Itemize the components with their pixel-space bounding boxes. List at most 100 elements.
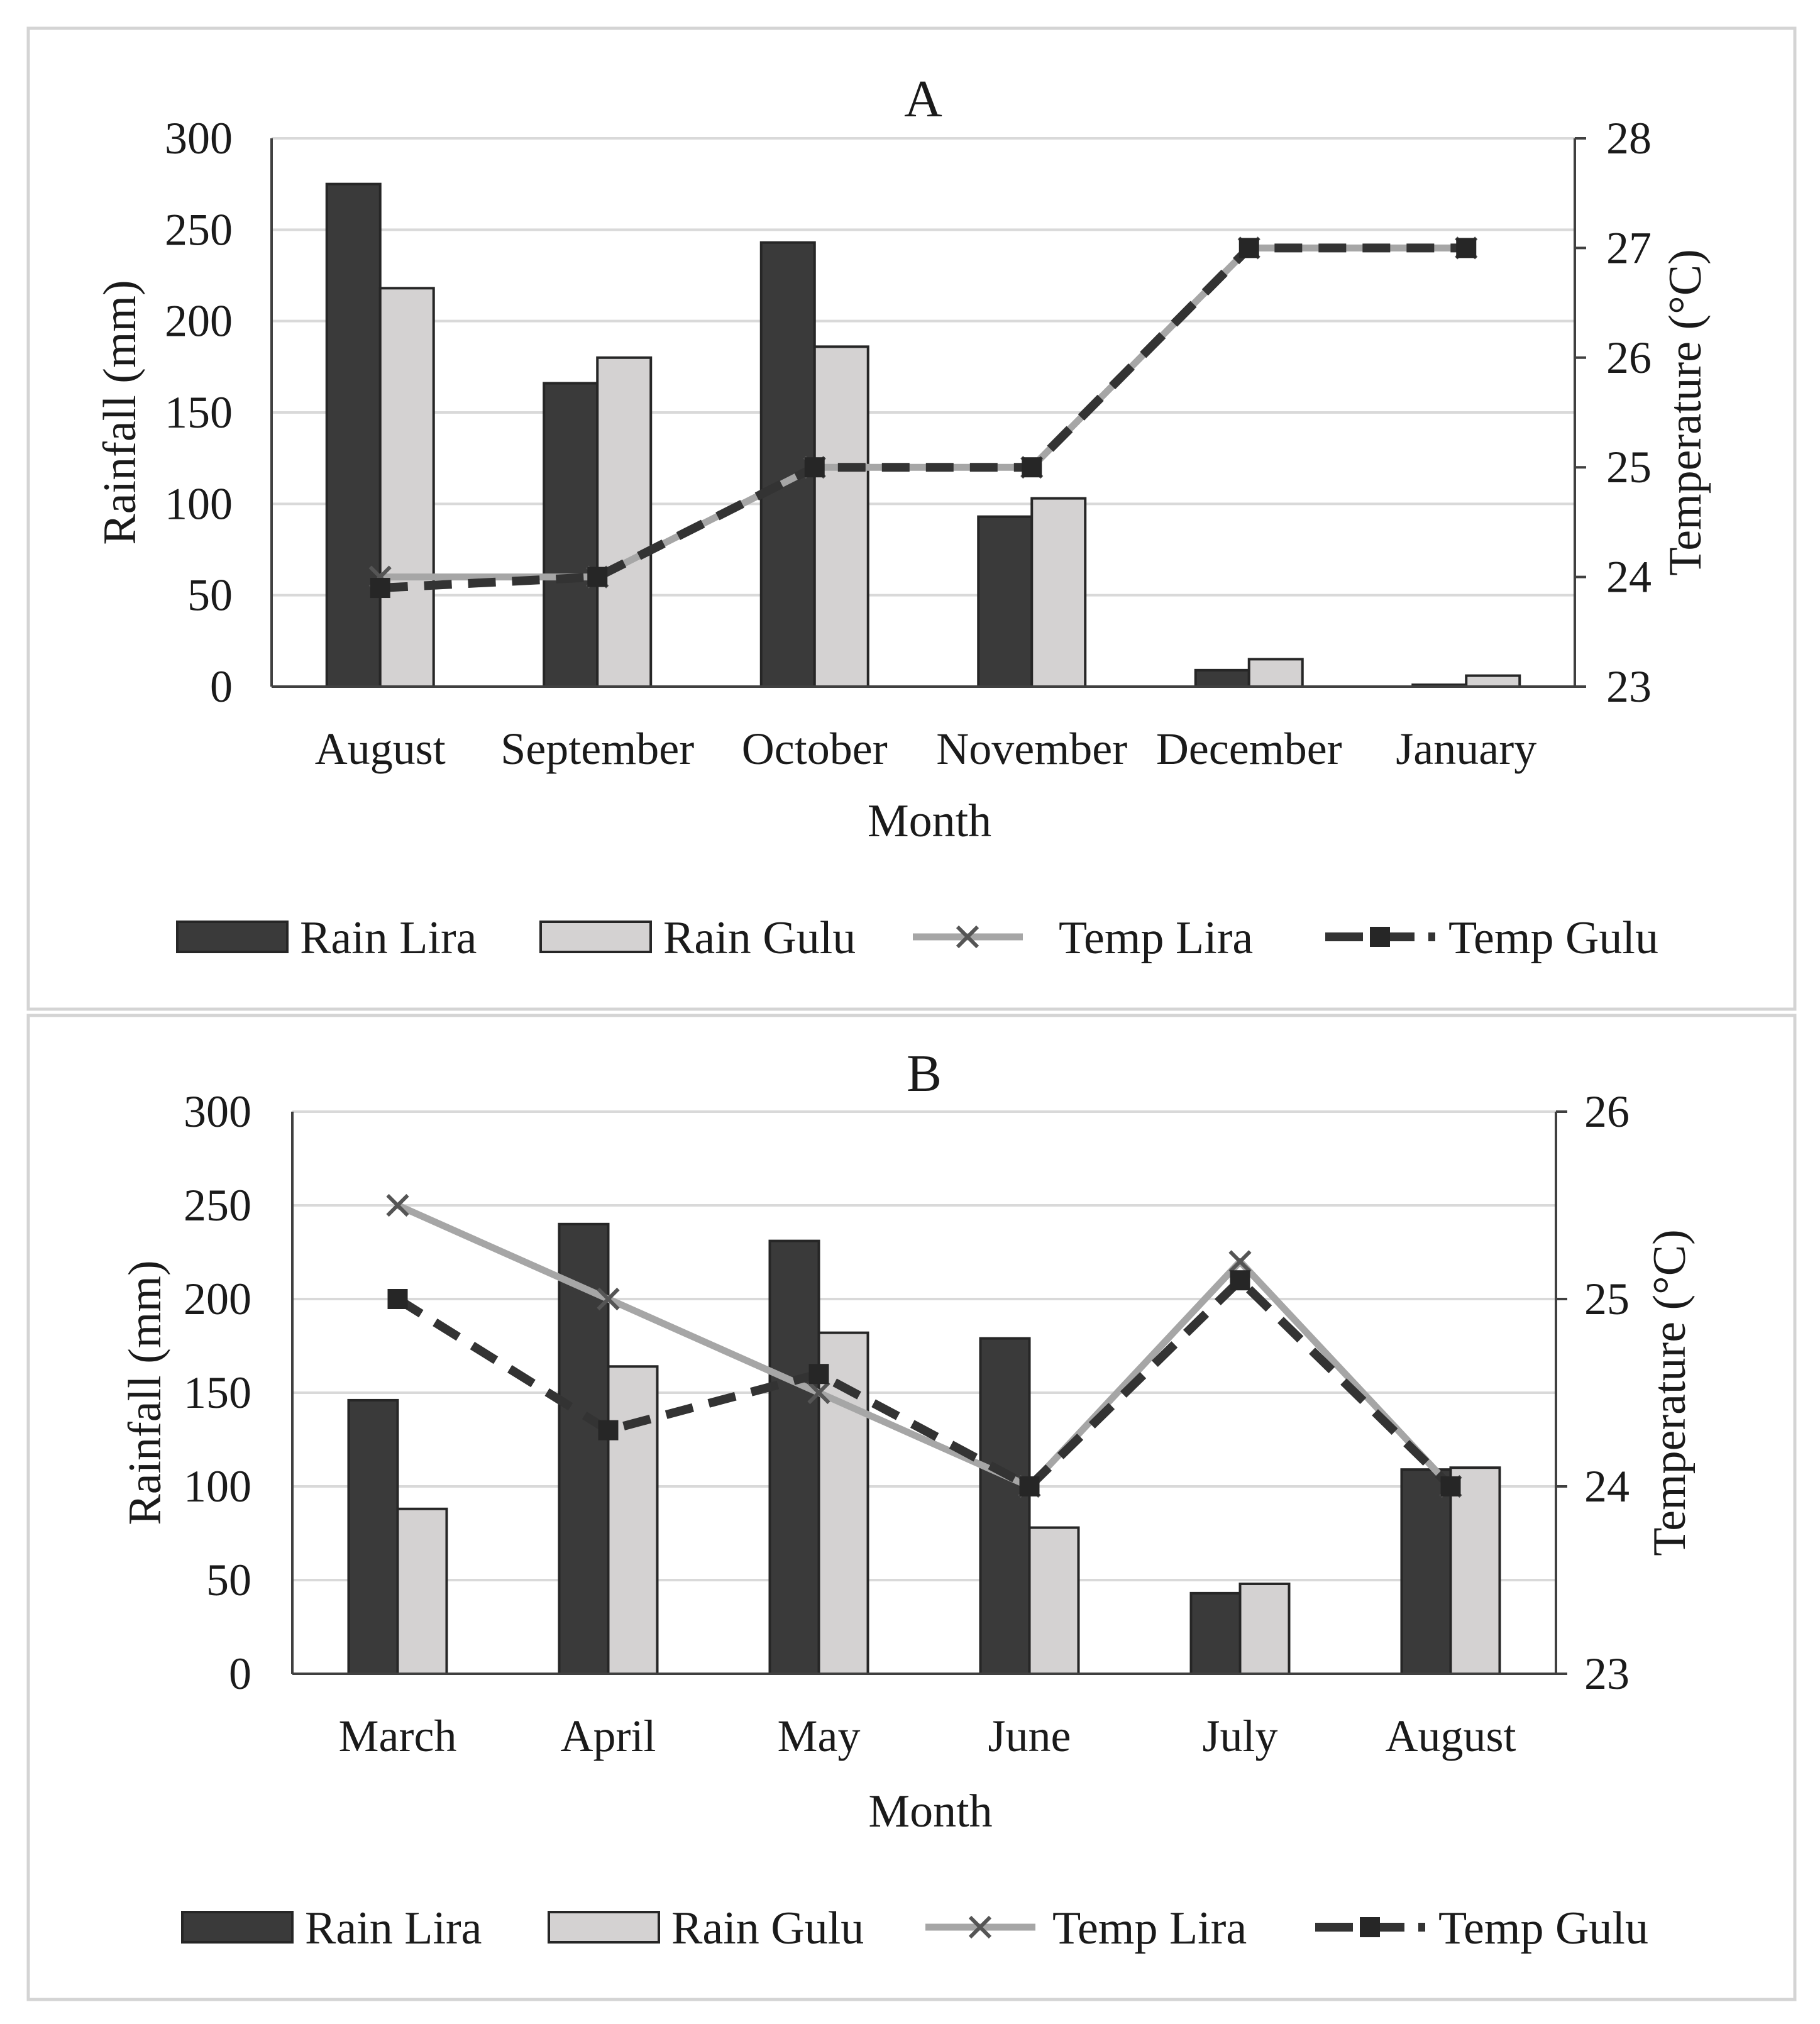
y2-tick-label: 27 (1606, 223, 1652, 273)
x-tick-label: March (339, 1711, 457, 1761)
bar-rain-gulu (1449, 1466, 1501, 1675)
legend-marker-square (1360, 1917, 1380, 1937)
y-tick-label: 0 (229, 1649, 251, 1699)
marker-square-temp-gulu (804, 457, 825, 478)
legend-label-rain-gulu: Rain Gulu (663, 912, 856, 964)
legend-swatch-rain-lira (181, 1911, 294, 1944)
marker-x-temp-lira (1228, 1250, 1252, 1273)
x-tick-label: January (1396, 724, 1536, 774)
y2-axis-title: Temperature (°C) (1644, 1229, 1696, 1556)
line-temp-gulu (395, 1276, 1454, 1491)
marker-square-temp-gulu (370, 578, 390, 599)
y-tick-label: 100 (184, 1461, 251, 1512)
y2-axis-title: Temperature (°C) (1660, 249, 1711, 576)
y2-tick-label: 24 (1584, 1461, 1630, 1512)
legend-label-rain-lira: Rain Lira (300, 912, 477, 964)
legend-label-rain-gulu: Rain Gulu (671, 1903, 864, 1954)
x-tick-label: May (778, 1711, 861, 1761)
y2-tick-label: 26 (1606, 333, 1652, 383)
x-tick-label: August (315, 724, 446, 774)
bar-rain-lira (347, 1398, 399, 1675)
x-tick-label: June (988, 1711, 1071, 1761)
marker-square-temp-gulu (1022, 457, 1042, 478)
y2-tick-label: 24 (1606, 552, 1652, 602)
bar-rain-gulu (596, 356, 653, 688)
y-tick-label: 200 (165, 296, 233, 346)
x-axis-title: Month (868, 795, 991, 847)
bar-rain-gulu (1238, 1582, 1291, 1675)
bar-rain-lira (768, 1239, 820, 1675)
legend-label-temp-lira: Temp Lira (1052, 1903, 1247, 1954)
chart-title: B (907, 1044, 942, 1103)
legend-swatch-rain-gulu (548, 1911, 660, 1944)
legend-swatch-rain-gulu (539, 921, 652, 953)
bar-rain-gulu (813, 345, 869, 688)
y-tick-label: 200 (184, 1274, 251, 1324)
y-tick-label: 0 (210, 661, 233, 712)
y2-tick-label: 25 (1584, 1274, 1630, 1324)
x-axis-title: Month (868, 1786, 992, 1837)
marker-square-temp-gulu (1230, 1270, 1250, 1291)
bar-rain-lira (1189, 1591, 1242, 1676)
bar-rain-gulu (1247, 658, 1304, 688)
y2-tick-label: 25 (1606, 442, 1652, 492)
marker-square-temp-gulu (808, 1364, 829, 1385)
marker-square-temp-gulu (1456, 238, 1477, 258)
legend-marker-x (968, 1915, 992, 1939)
x-tick-label: November (936, 724, 1127, 774)
x-tick-label: July (1202, 1711, 1277, 1761)
bar-rain-gulu (1465, 674, 1521, 688)
bar-rain-gulu (378, 287, 435, 688)
marker-x-temp-lira (597, 1287, 620, 1311)
chart-a: A 0 50 100 150 200 250 300 23 24 25 26 27 28 August Sep… (94, 70, 1711, 964)
chart-b: B 0 50 100 150 200 250 300 23 24 25 26 March April May… (119, 1044, 1696, 1954)
legend-label-temp-gulu: Temp Gulu (1438, 1903, 1648, 1954)
marker-square-temp-gulu (1440, 1476, 1461, 1496)
bar-rain-lira (1400, 1468, 1452, 1675)
y-tick-label: 150 (184, 1368, 251, 1418)
legend-label-rain-lira: Rain Lira (305, 1903, 482, 1954)
y2-tick-label: 28 (1606, 113, 1652, 163)
panel-a-frame (26, 26, 1797, 1011)
y-tick-label: 250 (165, 204, 233, 255)
marker-square-temp-gulu (387, 1289, 408, 1309)
line-temp-lira (396, 1202, 1453, 1490)
marker-square-temp-gulu (587, 567, 608, 587)
bar-rain-gulu (396, 1507, 448, 1675)
y2-tick-label: 23 (1606, 661, 1652, 712)
x-tick-label: September (500, 724, 694, 774)
bar-rain-lira (325, 182, 382, 688)
legend-label-temp-lira: Temp Lira (1059, 912, 1253, 964)
y2-tick-label: 26 (1584, 1087, 1630, 1137)
x-tick-label: August (1385, 1711, 1516, 1761)
bar-rain-gulu (607, 1365, 659, 1676)
marker-x-temp-lira (386, 1193, 409, 1217)
y-tick-label: 300 (165, 113, 233, 163)
bar-rain-gulu (1030, 497, 1087, 688)
x-tick-label: April (561, 1711, 656, 1761)
bar-rain-lira (1194, 668, 1250, 688)
y-tick-label: 100 (165, 478, 233, 529)
marker-x-temp-lira (807, 1381, 830, 1405)
y-tick-label: 50 (187, 570, 233, 621)
marker-square-temp-gulu (1238, 238, 1259, 258)
y-axis-title: Rainfall (mm) (94, 280, 146, 545)
y-tick-label: 300 (184, 1087, 251, 1137)
bar-rain-lira (979, 1337, 1031, 1676)
legend-marker-x (956, 925, 979, 949)
marker-square-temp-gulu (1019, 1476, 1040, 1496)
chart-title: A (904, 70, 942, 128)
bar-rain-gulu (1028, 1526, 1080, 1676)
y2-tick-label: 23 (1584, 1649, 1630, 1699)
marker-square-temp-gulu (598, 1420, 619, 1441)
y-tick-label: 250 (184, 1180, 251, 1230)
legend-swatch-rain-lira (176, 921, 289, 953)
y-tick-label: 50 (206, 1555, 251, 1605)
x-tick-label: December (1156, 724, 1342, 774)
bar-rain-lira (977, 515, 1034, 688)
legend-label-temp-gulu: Temp Gulu (1448, 912, 1658, 964)
bar-rain-lira (543, 382, 599, 688)
x-tick-label: October (742, 724, 888, 774)
y-tick-label: 150 (165, 387, 233, 438)
